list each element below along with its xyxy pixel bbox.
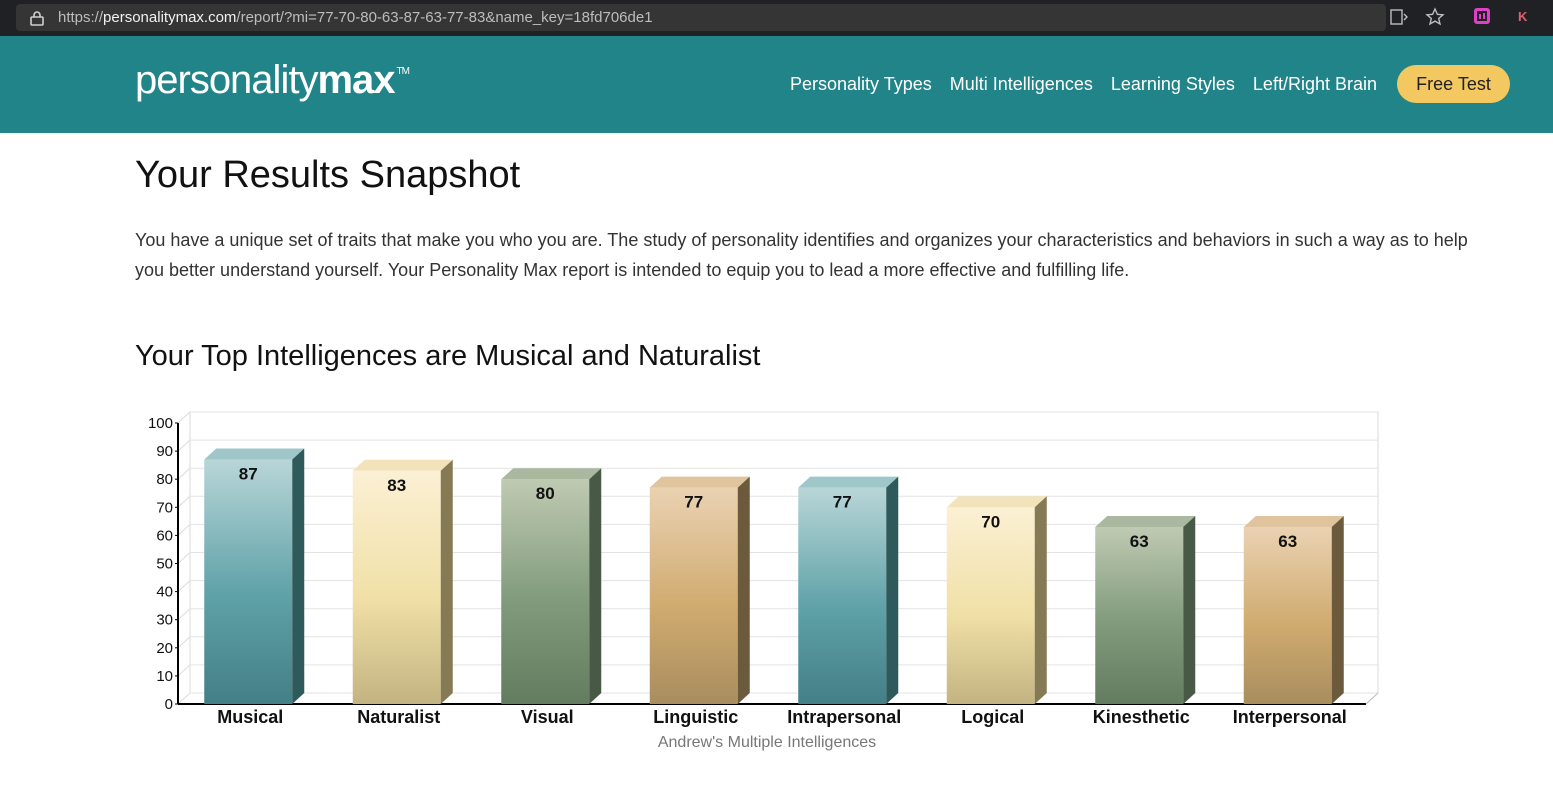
bar-side-naturalist	[440, 459, 453, 704]
x-tick-label: Logical	[961, 707, 1024, 727]
bar-side-logical	[1034, 496, 1047, 704]
bar-naturalist	[352, 470, 441, 704]
bar-kinesthetic	[1095, 526, 1184, 704]
bar-top-naturalist	[352, 459, 453, 471]
free-test-button[interactable]: Free Test	[1397, 65, 1510, 103]
data-label: 83	[387, 476, 406, 495]
bar-intrapersonal	[798, 487, 887, 704]
bar-top-interpersonal	[1243, 515, 1344, 527]
reader-mode-icon[interactable]	[1389, 7, 1409, 27]
bar-side-kinesthetic	[1183, 515, 1196, 704]
bar-top-intrapersonal	[798, 476, 899, 488]
logo-bold-text: max	[317, 58, 395, 102]
bar-side-musical	[292, 448, 305, 704]
bar-top-logical	[946, 496, 1047, 508]
main-nav: Personality Types Multi Intelligences Le…	[790, 74, 1377, 95]
extension-icon[interactable]	[1473, 7, 1491, 25]
site-header: personalitymax TM Personality Types Multi…	[0, 36, 1553, 133]
address-bar[interactable]: https://personalitymax.com/report/?mi=77…	[16, 4, 1386, 31]
nav-left-right-brain[interactable]: Left/Right Brain	[1252, 74, 1377, 94]
y-tick-label: 60	[156, 527, 173, 544]
y-tick-label: 40	[156, 584, 173, 601]
site-logo[interactable]: personalitymax TM	[135, 58, 410, 103]
gridline-side	[177, 495, 191, 508]
x-tick-label: Musical	[217, 707, 283, 727]
gridline-side	[177, 439, 191, 452]
logo-trademark: TM	[396, 66, 410, 77]
gridline-side	[177, 580, 191, 592]
y-tick-label: 20	[156, 640, 173, 657]
bar-side-linguistic	[737, 476, 750, 704]
data-label: 87	[239, 465, 258, 484]
x-axis-label: Andrew's Multiple Intelligences	[658, 734, 876, 751]
logo-light-text: personality	[135, 58, 318, 102]
gridline-side	[177, 552, 191, 564]
url-text: https://personalitymax.com/report/?mi=77…	[58, 9, 653, 26]
x-tick-label: Naturalist	[357, 707, 440, 727]
gridline-side	[177, 467, 191, 480]
star-icon[interactable]	[1425, 7, 1445, 27]
bar-top-visual	[501, 468, 602, 480]
bar-side-intrapersonal	[886, 476, 899, 704]
browser-toolbar: https://personalitymax.com/report/?mi=77…	[0, 0, 1553, 36]
data-label: 63	[1130, 532, 1149, 551]
bar-side-interpersonal	[1331, 515, 1344, 704]
page-title: Your Results Snapshot	[135, 154, 521, 196]
bar-top-kinesthetic	[1095, 515, 1196, 527]
y-tick-label: 10	[156, 668, 173, 685]
y-tick-label: 30	[156, 612, 173, 629]
bar-top-musical	[204, 448, 305, 460]
bar-interpersonal	[1243, 526, 1332, 704]
x-tick-label: Kinesthetic	[1093, 707, 1190, 727]
nav-personality-types[interactable]: Personality Types	[790, 74, 932, 94]
intro-paragraph: You have a unique set of traits that mak…	[135, 230, 1468, 280]
y-tick-label: 0	[165, 696, 173, 713]
data-label: 77	[833, 493, 852, 512]
gridline-side	[177, 636, 191, 649]
y-tick-label: 90	[156, 443, 173, 460]
data-label: 80	[536, 484, 555, 503]
gridline-side	[177, 664, 191, 677]
bar-logical	[946, 507, 1035, 704]
nav-multi-intelligences[interactable]: Multi Intelligences	[949, 74, 1093, 94]
gridline-side	[177, 411, 191, 424]
x-tick-label: Interpersonal	[1233, 707, 1347, 727]
bar-linguistic	[649, 487, 738, 704]
profile-avatar[interactable]: K	[1518, 9, 1528, 24]
section-title: Your Top Intelligences are Musical and N…	[135, 340, 761, 372]
data-label: 70	[981, 512, 1000, 531]
y-tick-label: 100	[148, 415, 173, 432]
x-tick-label: Intrapersonal	[787, 707, 901, 727]
lock-icon	[30, 11, 44, 26]
data-label: 63	[1278, 532, 1297, 551]
bar-side-visual	[589, 468, 602, 704]
intelligences-chart: 0 10 20 30 40 50 60 70 80 90 100 87 Musical 83 Natural…	[148, 411, 1379, 751]
y-tick-label: 50	[156, 556, 173, 573]
x-tick-label: Visual	[521, 707, 574, 727]
x-tick-label: Linguistic	[653, 707, 738, 727]
nav-learning-styles[interactable]: Learning Styles	[1110, 74, 1235, 94]
data-label: 77	[684, 493, 703, 512]
bar-visual	[501, 479, 590, 704]
gridline-side	[177, 524, 191, 536]
bar-top-linguistic	[649, 476, 750, 488]
gridline-side	[177, 608, 191, 621]
bar-musical	[204, 459, 293, 704]
y-tick-label: 80	[156, 471, 173, 488]
gridline-side	[177, 692, 191, 705]
y-tick-label: 70	[156, 499, 173, 516]
floor-edge	[1365, 692, 1379, 705]
